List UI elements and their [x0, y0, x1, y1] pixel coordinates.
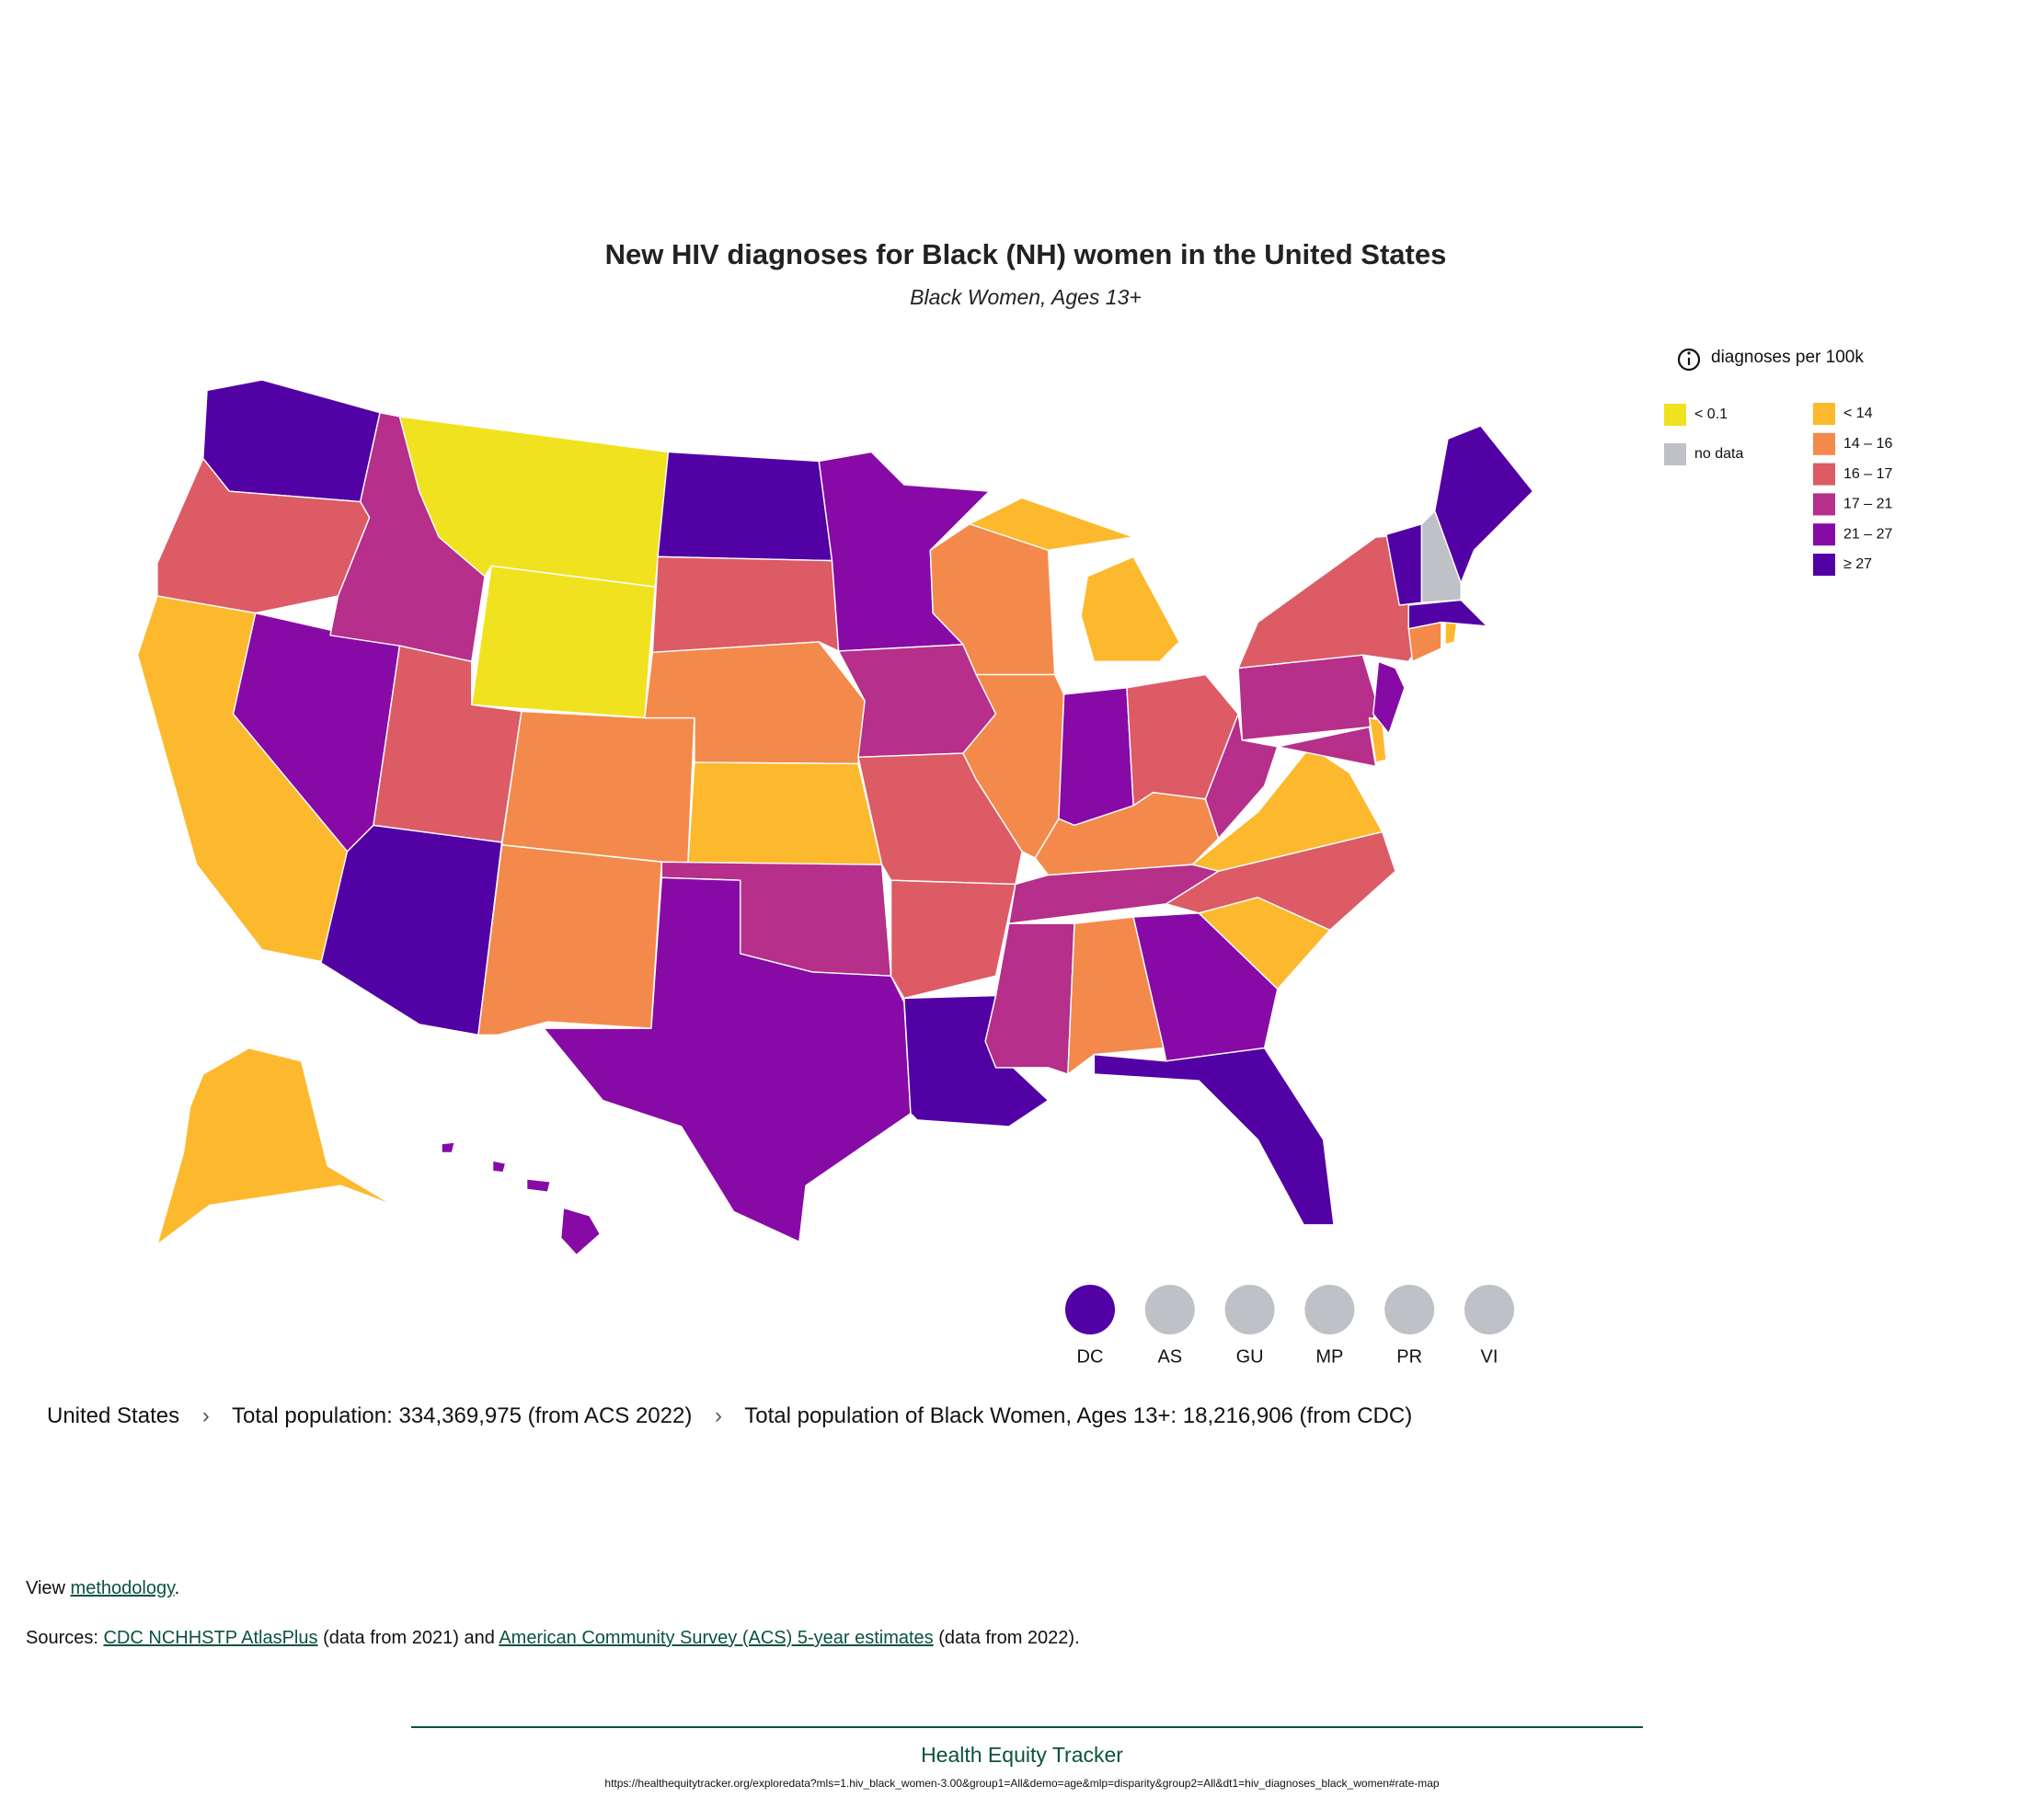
breadcrumb-item: Total population: 334,369,975 (from ACS … [232, 1403, 693, 1428]
territory-label: AS [1157, 1346, 1182, 1367]
breadcrumb-item: Total population of Black Women, Ages 13… [744, 1403, 1413, 1428]
breadcrumb-separator: › [715, 1403, 723, 1428]
legend-swatch [1813, 463, 1835, 486]
legend-swatch [1664, 404, 1686, 426]
state[interactable] [156, 1047, 395, 1245]
territory-circle[interactable] [1464, 1285, 1514, 1334]
state[interactable] [1372, 660, 1406, 735]
text: Sources: [26, 1628, 104, 1648]
legend-label: 21 – 27 [1843, 526, 1892, 542]
map-title: New HIV diagnoses for Black (NH) women i… [605, 238, 1447, 270]
map-card: New HIV diagnoses for Black (NH) women i… [136, 238, 1892, 1367]
state[interactable] [543, 876, 912, 1243]
legend-label: 14 – 16 [1843, 436, 1892, 452]
text: (data from 2022). [933, 1628, 1080, 1648]
state[interactable] [441, 1141, 455, 1154]
state[interactable] [1434, 425, 1534, 584]
state[interactable] [657, 451, 833, 562]
state[interactable] [500, 710, 695, 865]
state[interactable] [471, 565, 656, 719]
info-icon[interactable] [1677, 348, 1701, 372]
legend-swatch [1813, 554, 1835, 576]
legend-label: 17 – 21 [1843, 497, 1892, 512]
states [136, 379, 1534, 1256]
footer-rule [411, 1726, 1643, 1728]
legend-label: < 0.1 [1694, 406, 1728, 422]
info-circle [1677, 348, 1701, 372]
legend-swatch [1813, 493, 1835, 516]
state[interactable] [1237, 654, 1380, 741]
legend-swatch [1813, 403, 1835, 425]
source-link[interactable]: American Community Survey (ACS) 5-year e… [499, 1628, 934, 1648]
state[interactable] [1420, 509, 1462, 603]
state[interactable] [1444, 621, 1458, 646]
state[interactable] [687, 761, 883, 865]
territory-circle[interactable] [1144, 1285, 1195, 1334]
text: (data from 2021) and [317, 1628, 500, 1648]
legend-swatch [1813, 432, 1835, 455]
territory-label: GU [1236, 1346, 1264, 1367]
state[interactable] [1058, 687, 1134, 827]
territory-label: MP [1315, 1346, 1343, 1367]
territory-circle[interactable] [1224, 1285, 1275, 1334]
methodology-link[interactable]: methodology [70, 1578, 175, 1598]
state[interactable] [525, 1178, 551, 1193]
state[interactable] [477, 844, 663, 1036]
footer-brand[interactable]: Health Equity Tracker [921, 1743, 1123, 1767]
info-dot [1687, 351, 1691, 355]
legend-title: diagnoses per 100k [1711, 348, 1864, 367]
state[interactable] [320, 824, 503, 1036]
territory-circle[interactable] [1384, 1285, 1435, 1334]
legend-label: no data [1694, 446, 1743, 462]
territory-circle[interactable] [1065, 1285, 1115, 1334]
legend-label: ≥ 27 [1843, 556, 1872, 572]
breadcrumb: United States › Total population: 334,36… [47, 1403, 1412, 1429]
state[interactable] [1277, 726, 1377, 767]
footer-url: https://healthequitytracker.org/explored… [604, 1777, 1440, 1790]
legend-label: < 14 [1843, 406, 1873, 421]
territory-label: VI [1481, 1346, 1499, 1367]
state[interactable] [1191, 746, 1384, 872]
map-subtitle: Black Women, Ages 13+ [910, 285, 1142, 309]
source-link[interactable]: CDC NCHHSTP AtlasPlus [103, 1628, 318, 1648]
state[interactable] [1093, 1047, 1335, 1226]
breadcrumb-item[interactable]: United States [47, 1403, 180, 1428]
text: . [174, 1578, 180, 1598]
territory-circle[interactable] [1304, 1285, 1355, 1334]
state[interactable] [1067, 916, 1165, 1075]
territory-label: PR [1396, 1346, 1422, 1367]
sources-line: Sources: CDC NCHHSTP AtlasPlus (data fro… [26, 1628, 1080, 1649]
legend-swatch [1813, 523, 1835, 546]
legend-label: 16 – 17 [1843, 466, 1892, 482]
breadcrumb-separator: › [201, 1403, 210, 1428]
state[interactable] [202, 379, 381, 503]
state[interactable] [1080, 555, 1180, 663]
state[interactable] [491, 1160, 507, 1174]
state[interactable] [969, 497, 1134, 551]
state[interactable] [651, 555, 840, 654]
territory-label: DC [1077, 1346, 1104, 1367]
legend-swatch [1664, 443, 1686, 465]
text: View [26, 1578, 71, 1598]
state[interactable] [962, 673, 1065, 859]
state[interactable] [559, 1207, 602, 1256]
methodology-line: View methodology. [26, 1578, 179, 1599]
state[interactable] [890, 879, 1016, 1000]
